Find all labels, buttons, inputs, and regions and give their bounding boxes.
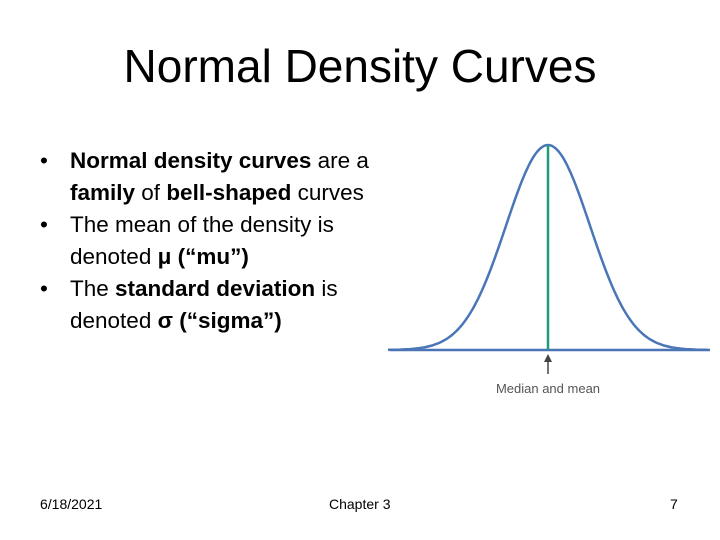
bullet-text-run: μ (“mu”) xyxy=(157,244,249,269)
slide-title: Normal Density Curves xyxy=(123,40,597,92)
arrow-head xyxy=(544,354,552,362)
bullet-text-run: Normal density curves xyxy=(70,148,312,173)
bullet-text-run: bell-shaped xyxy=(166,180,292,205)
bullet-item-standard-deviation: • The standard deviation is denoted σ (“s… xyxy=(36,273,396,337)
bullet-text-run: The xyxy=(70,276,116,301)
bullet-text-run: σ (“sigma”) xyxy=(157,308,282,333)
footer-chapter: Chapter 3 xyxy=(329,496,391,512)
median-mean-label: Median and mean xyxy=(496,381,600,396)
bullet-marker: • xyxy=(40,212,48,237)
slide-number: 7 xyxy=(670,496,678,512)
bullet-text-run: standard deviation xyxy=(115,276,316,301)
normal-curve-figure: Median and mean xyxy=(385,130,715,410)
normal-curve-diagram: Median and mean xyxy=(387,143,710,396)
bullet-text-run: family xyxy=(70,180,136,205)
bullet-item-mean: • The mean of the density is denoted μ (“… xyxy=(36,209,396,273)
bullet-text-run: of xyxy=(135,180,167,205)
footer-date: 6/18/2021 xyxy=(40,496,103,512)
bullet-text-run: The mean of the density is denoted xyxy=(70,212,334,269)
bullet-marker: • xyxy=(40,276,48,301)
bullet-text-run: curves xyxy=(291,180,364,205)
bullet-text-run: are a xyxy=(311,148,369,173)
bullet-text-run: is denoted xyxy=(70,276,338,333)
bullet-marker: • xyxy=(40,148,48,173)
bullet-list: • Normal density curves are a family of b… xyxy=(36,145,396,337)
bullet-item-family: • Normal density curves are a family of b… xyxy=(36,145,396,209)
